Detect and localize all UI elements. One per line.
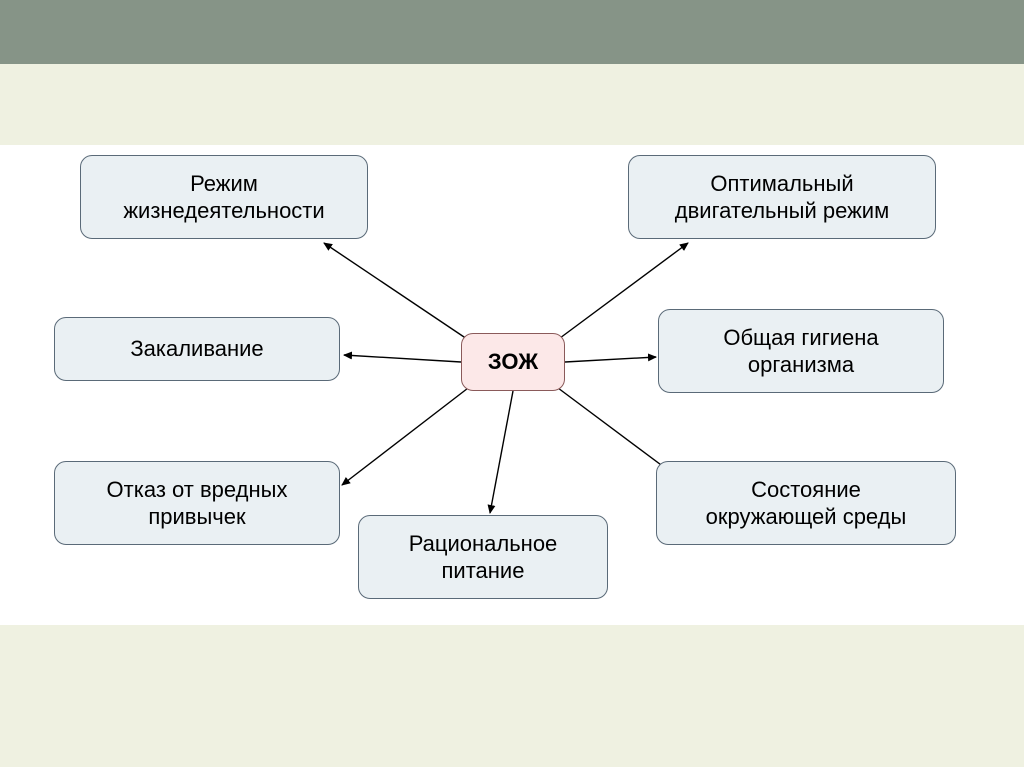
header-bar [0, 0, 1024, 64]
concept-node: Оптимальный двигательный режим [628, 155, 936, 239]
arrow-line [490, 391, 513, 513]
arrow-line [344, 355, 461, 362]
concept-node: Режим жизнедеятельности [80, 155, 368, 239]
concept-node: Рациональное питание [358, 515, 608, 599]
concept-node: Отказ от вредных привычек [54, 461, 340, 545]
page-root: ЗОЖ Режим жизнедеятельности Оптимальный д… [0, 0, 1024, 767]
concept-node: Закаливание [54, 317, 340, 381]
concept-node: Состояние окружающей среды [656, 461, 956, 545]
arrow-line [324, 243, 470, 341]
arrow-line [342, 385, 472, 485]
diagram-area: ЗОЖ Режим жизнедеятельности Оптимальный д… [28, 145, 996, 625]
center-node: ЗОЖ [461, 333, 565, 391]
cream-band-top [0, 64, 1024, 145]
concept-node: Общая гигиена организма [658, 309, 944, 393]
cream-band-bottom [0, 625, 1024, 767]
arrow-line [565, 357, 656, 362]
